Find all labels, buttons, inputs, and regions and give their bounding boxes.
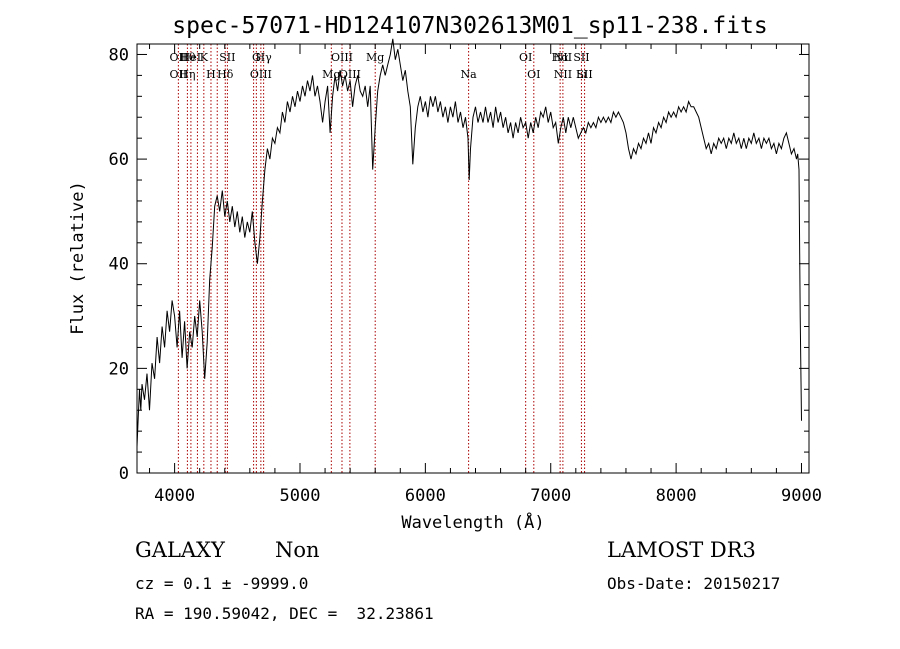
line-label: OI xyxy=(527,68,540,81)
coordinates-text: RA = 190.59042, DEC = 32.23861 xyxy=(135,604,434,623)
object-subclass: Non xyxy=(275,538,320,562)
line-label: OII xyxy=(170,68,188,81)
y-tick-label: 40 xyxy=(109,255,129,275)
spectrum-line xyxy=(136,38,802,447)
y-tick-label: 60 xyxy=(109,150,129,170)
line-label: SII xyxy=(219,51,235,64)
spectral-line-markers xyxy=(177,44,586,473)
y-axis-label: Flux (relative) xyxy=(68,181,88,335)
y-tick-label: 20 xyxy=(109,359,129,379)
object-class: GALAXY xyxy=(135,538,225,562)
line-label: SII xyxy=(573,51,589,64)
line-label: HeI xyxy=(181,51,201,64)
line-label: Hα xyxy=(552,51,570,64)
x-axis-label: Wavelength (Å) xyxy=(401,511,544,533)
line-label: NII xyxy=(554,51,572,64)
x-tick-label: 7000 xyxy=(530,486,571,506)
y-axis-ticks: 0 20 40 60 80 xyxy=(109,45,809,484)
line-label: H xyxy=(206,68,216,81)
line-label: OII xyxy=(170,51,188,64)
line-label: Hδ xyxy=(217,68,234,81)
x-tick-label: 8000 xyxy=(656,486,697,506)
survey-name: LAMOST DR3 xyxy=(607,538,756,562)
line-label: OIII xyxy=(250,68,272,81)
line-label: Hθ xyxy=(179,51,196,64)
obs-date-text: Obs-Date: 20150217 xyxy=(607,574,781,593)
line-label: NII xyxy=(554,68,572,81)
x-tick-label: 4000 xyxy=(154,486,195,506)
line-label: Hη xyxy=(179,68,195,81)
chart-title: spec-57071-HD124107N302613M01_sp11-238.f… xyxy=(172,13,767,39)
line-label: Li xyxy=(576,68,587,81)
x-tick-label: 6000 xyxy=(405,486,446,506)
line-label: K xyxy=(200,51,209,64)
y-tick-label: 0 xyxy=(119,464,129,484)
line-label: G xyxy=(252,51,261,64)
x-tick-label: 9000 xyxy=(781,486,822,506)
x-tick-label: 5000 xyxy=(280,486,321,506)
line-label: Mg xyxy=(322,68,340,81)
x-axis-ticks: 4000 5000 6000 7000 8000 9000 xyxy=(149,44,822,506)
plot-frame xyxy=(136,43,810,474)
line-label: Na xyxy=(461,68,478,81)
y-tick-label: 80 xyxy=(109,45,129,65)
line-label: Mg xyxy=(366,51,384,64)
redshift-text: cz = 0.1 ± -9999.0 xyxy=(135,574,309,593)
line-label: OI xyxy=(519,51,532,64)
line-label: OIII xyxy=(331,51,353,64)
line-label: SII xyxy=(576,68,592,81)
line-label: Hγ xyxy=(256,51,273,64)
line-label: OIII xyxy=(339,68,361,81)
